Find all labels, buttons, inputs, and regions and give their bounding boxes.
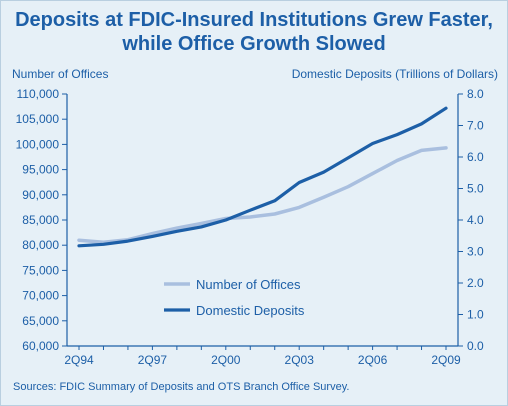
x-tick-label: 2Q09 (431, 353, 461, 367)
left-tick-label: 110,000 (17, 87, 60, 101)
left-tick-label: 75,000 (22, 263, 59, 277)
x-tick-label: 2Q94 (64, 353, 94, 367)
x-tick-label: 2Q00 (211, 353, 241, 367)
right-tick-label: 1.0 (467, 308, 484, 322)
chart-title-line-1: Deposits at FDIC-Insured Institutions Gr… (15, 9, 493, 31)
x-tick-label: 2Q06 (358, 353, 388, 367)
chart-title: Deposits at FDIC-Insured Institutions Gr… (0, 8, 508, 56)
legend: Number of Offices Domestic Deposits (164, 277, 305, 318)
left-tick-label: 95,000 (22, 163, 59, 177)
left-tick-label: 80,000 (22, 238, 59, 252)
x-tick-label: 2Q97 (138, 353, 168, 367)
left-tick-label: 60,000 (22, 339, 59, 353)
right-tick-label: 7.0 (467, 119, 484, 133)
right-tick-label: 2.0 (467, 276, 484, 290)
right-tick-label: 6.0 (467, 150, 484, 164)
sources-note: Sources: FDIC Summary of Deposits and OT… (13, 381, 350, 393)
domestic-deposits-line (77, 106, 448, 248)
right-tick-label: 0.0 (467, 339, 484, 353)
axes: 60,000 65,000 70,000 75,000 80,000 85,000 90,0… (16, 87, 484, 367)
x-tick-label: 2Q03 (285, 353, 315, 367)
right-tick-label: 4.0 (467, 213, 484, 227)
left-tick-label: 90,000 (22, 188, 59, 202)
left-tick-label: 70,000 (22, 289, 59, 303)
legend-label-domestic-deposits: Domestic Deposits (196, 303, 305, 318)
right-tick-label: 5.0 (467, 182, 484, 196)
right-tick-label: 3.0 (467, 245, 484, 259)
left-tick-label: 100,000 (16, 137, 60, 151)
number-of-offices-line (77, 146, 448, 244)
legend-label-number-of-offices: Number of Offices (196, 277, 301, 292)
chart-title-line-2: while Office Growth Slowed (122, 33, 386, 55)
right-tick-label: 8.0 (467, 87, 484, 101)
series-lines (77, 106, 448, 248)
right-axis-title: Domestic Deposits (Trillions of Dollars) (291, 67, 498, 81)
left-tick-label: 105,000 (16, 112, 60, 126)
left-axis-title: Number of Offices (12, 67, 109, 81)
left-tick-label: 65,000 (22, 314, 59, 328)
left-tick-label: 85,000 (22, 213, 59, 227)
